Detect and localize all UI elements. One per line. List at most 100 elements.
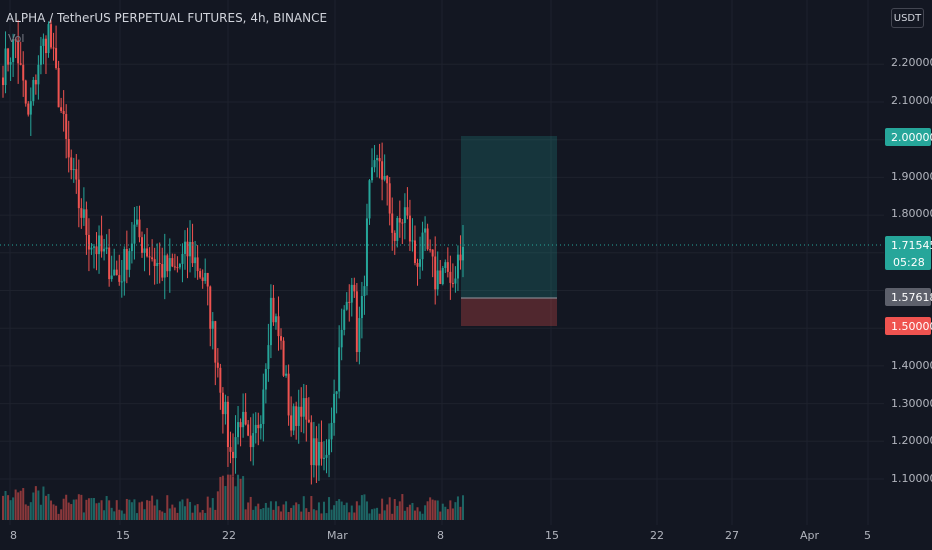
target-price-tag[interactable]: 2.00000 [885, 128, 932, 146]
candle-body [406, 207, 409, 216]
volume-bar [444, 506, 447, 520]
volume-bar [204, 512, 207, 520]
volume-bar [449, 500, 452, 520]
candle-body [7, 48, 10, 65]
volume-bar [173, 507, 176, 520]
volume-bar [12, 497, 15, 520]
candle-body [141, 237, 144, 253]
volume-bar [249, 496, 252, 520]
candle-body [340, 329, 343, 348]
candle-body [290, 415, 293, 431]
volume-bar [90, 498, 93, 520]
volume-bar [237, 474, 240, 520]
stop-zone[interactable] [461, 298, 557, 326]
current-price-tag[interactable]: 1.71545 05:28 [885, 236, 932, 270]
time-tick: 5 [864, 529, 871, 542]
candle-body [325, 454, 328, 458]
candle-body [201, 277, 204, 281]
stop-price-tag[interactable]: 1.50000 [885, 317, 932, 335]
candle-body [237, 422, 240, 438]
candle-body [257, 424, 260, 429]
volume-bar [320, 513, 323, 520]
candle-body [348, 301, 351, 303]
volume-bar [446, 509, 449, 520]
candle-body [302, 398, 305, 417]
price-tick: 1.40000 [891, 359, 932, 372]
candle-body [183, 241, 186, 254]
candle-body [27, 103, 30, 115]
volume-bar [338, 499, 341, 520]
candle-body [449, 271, 452, 283]
candle-body [462, 246, 464, 261]
volume-bar [50, 500, 53, 520]
candle-body [381, 161, 384, 180]
candle-body [161, 264, 164, 278]
volume-bar [272, 509, 275, 520]
candle-body [328, 439, 331, 455]
candle-body [244, 411, 247, 425]
volume-bar [82, 512, 85, 520]
candle-body [60, 107, 63, 111]
candle-body [371, 167, 374, 181]
candle-body [108, 247, 111, 280]
candle-body [396, 217, 399, 241]
volume-bar [419, 511, 422, 520]
volume-bar [353, 512, 356, 520]
candle-body [120, 281, 123, 283]
candle-body [252, 433, 255, 448]
candle-body [133, 224, 136, 244]
candle-body [360, 296, 363, 319]
candle-body [259, 423, 262, 429]
volume-bar [125, 498, 128, 520]
candle-body [287, 373, 290, 416]
candle-body [403, 207, 406, 223]
volume-bar [371, 509, 374, 520]
volume-bar [65, 494, 68, 520]
candle-body [343, 309, 346, 330]
volume-bar [426, 501, 429, 520]
candle-body [355, 291, 358, 353]
candle-body [105, 247, 108, 249]
candle-body [224, 401, 227, 415]
volume-bar [459, 506, 462, 520]
volume-bar [290, 507, 293, 520]
currency-selector[interactable]: USDT [891, 8, 924, 28]
volume-bar [214, 509, 217, 520]
volume-bar [396, 505, 399, 520]
candle-body [34, 79, 37, 85]
candle-body [204, 272, 207, 281]
volume-bar [254, 506, 257, 520]
volume-bar [269, 501, 272, 520]
volume-bar [295, 502, 298, 520]
entry-price-tag[interactable]: 1.57618 [885, 288, 932, 306]
volume-bar [386, 504, 389, 520]
volume-bar [67, 502, 70, 520]
candle-body [350, 284, 353, 303]
volume-bar [42, 486, 45, 520]
candle-body [383, 175, 386, 180]
candle-body [295, 406, 298, 426]
candle-body [209, 286, 212, 329]
candle-body [82, 209, 85, 218]
candle-body [365, 218, 368, 287]
candle-body [285, 373, 288, 376]
candle-body [421, 232, 424, 260]
volume-bar [434, 500, 437, 520]
volume-bar [398, 501, 401, 520]
candle-body [153, 259, 156, 267]
candle-body [378, 158, 381, 162]
candle-body [12, 39, 15, 63]
candle-body [173, 266, 176, 268]
volume-bar [221, 475, 224, 520]
target-zone[interactable] [461, 136, 557, 298]
volume-bar [391, 513, 394, 520]
candle-body [2, 77, 4, 86]
time-axis-bg[interactable] [0, 525, 884, 550]
candle-body [310, 422, 313, 466]
candle-body [454, 278, 457, 284]
volume-bar [234, 486, 237, 520]
candle-body [429, 249, 432, 251]
volume-bar [322, 501, 325, 520]
candle-body [189, 241, 192, 257]
